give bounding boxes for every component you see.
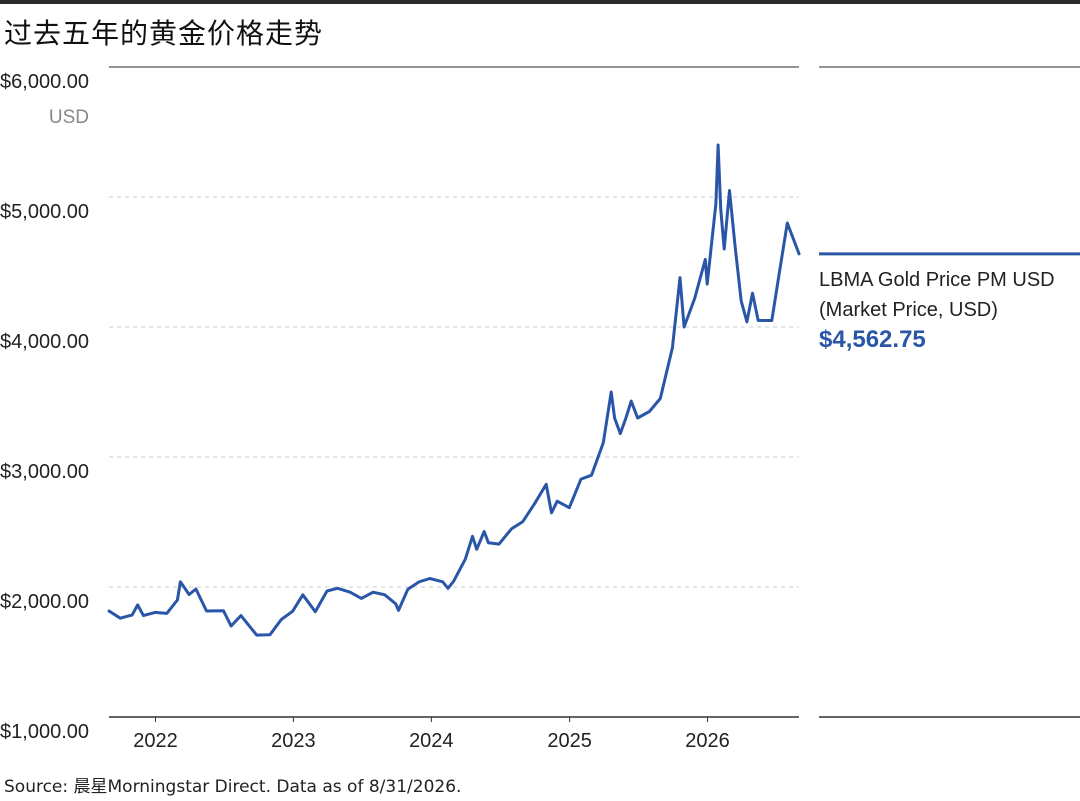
- y-tick-label: $6,000.00: [0, 71, 89, 93]
- y-tick-label: $3,000.00: [0, 461, 89, 483]
- x-tick-label: 2024: [409, 730, 454, 752]
- y-tick-label: $5,000.00: [0, 201, 89, 223]
- x-axis: 2022 2023 2024 2025 2026: [109, 66, 1080, 752]
- y-tick-label: $2,000.00: [0, 591, 89, 613]
- x-tick-label: 2025: [547, 730, 592, 752]
- x-tick-label: 2022: [133, 730, 178, 752]
- y-axis-unit: USD: [49, 107, 89, 128]
- y-tick-label: $4,000.00: [0, 331, 89, 353]
- y-axis: $6,000.00 $5,000.00 $4,000.00 $3,000.00 $2,0…: [0, 71, 89, 743]
- legend-latest-value: $4,562.75: [819, 326, 926, 353]
- x-tick-label: 2026: [685, 730, 730, 752]
- source-note: Source: 晨星Morningstar Direct. Data as of…: [4, 777, 462, 797]
- gold-price-line: [107, 143, 801, 637]
- x-tick-label: 2023: [271, 730, 316, 752]
- chart-title: 过去五年的黄金价格走势: [4, 17, 324, 50]
- grid-lines: [109, 66, 799, 588]
- y-tick-label: $1,000.00: [0, 721, 89, 743]
- top-rule: [0, 0, 1080, 4]
- legend-series-subname: (Market Price, USD): [819, 299, 998, 321]
- legend-series-name: LBMA Gold Price PM USD: [819, 269, 1055, 291]
- series-group: [107, 143, 801, 637]
